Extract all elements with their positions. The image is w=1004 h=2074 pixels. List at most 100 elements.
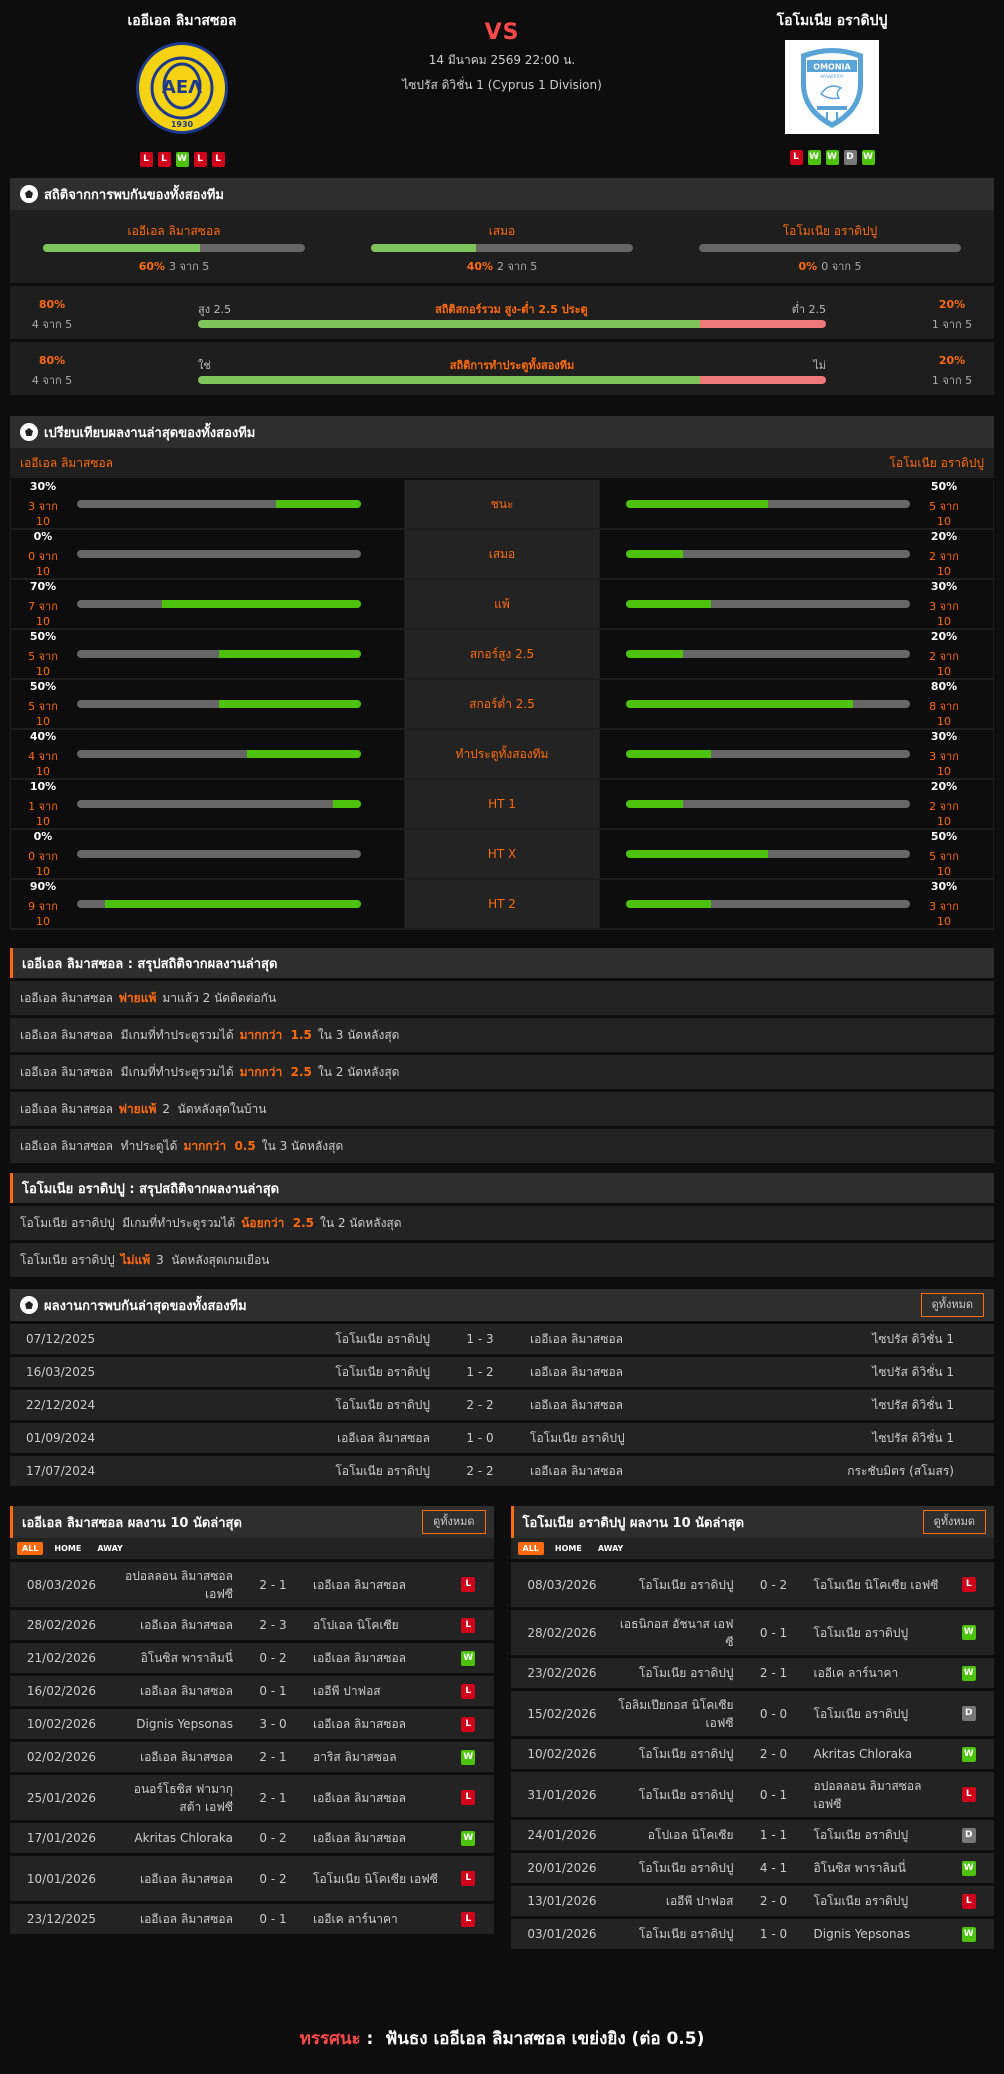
home-pct: 40% bbox=[29, 730, 57, 743]
home-pct: 50% bbox=[29, 680, 57, 693]
btts-no-pct: 20% bbox=[938, 354, 966, 367]
match-row[interactable]: 02/02/2026 เออีเอล ลิมาสซอล 2 - 1 อาริส … bbox=[10, 1742, 494, 1772]
away-pct: 20% bbox=[930, 780, 958, 793]
home-pct: 30% bbox=[29, 480, 57, 493]
compare-row: 30% 3 จาก 10 ชนะ 50% 5 จาก 10 bbox=[10, 480, 994, 530]
under-pct: 20% bbox=[938, 298, 966, 311]
home-team-logo[interactable]: AEΛ 1930 bbox=[134, 40, 230, 136]
result-badge: W bbox=[961, 1860, 976, 1876]
match-row[interactable]: 25/01/2026 อนอร์โธซิส ฟามากุสต้า เอฟซี 2… bbox=[10, 1775, 494, 1820]
home-pct: 50% bbox=[29, 630, 57, 643]
score: 2 - 3 bbox=[259, 1618, 287, 1632]
summary-item: โอโมเนีย อราดิปปู มีเกมที่ทำประตูรวมได้ … bbox=[10, 1206, 994, 1240]
h2h-result-row[interactable]: 16/03/2025 โอโมเนีย อราดิปปู 1 - 2 เออีเ… bbox=[10, 1357, 994, 1387]
football-icon bbox=[20, 1296, 38, 1314]
h2h-result-row[interactable]: 01/09/2024 เออีเอล ลิมาสซอล 1 - 0 โอโมเน… bbox=[10, 1423, 994, 1453]
match-row[interactable]: 10/02/2026 Dignis Yepsonas 3 - 0 เออีเอล… bbox=[10, 1709, 494, 1739]
home-team: เออีเอล ลิมาสซอล bbox=[139, 1871, 233, 1886]
home-team: อิโนซิส พาราลิมนี่ bbox=[140, 1651, 233, 1665]
home-team: เออีพี ปาฟอส bbox=[665, 1894, 734, 1908]
away-progress-bar bbox=[626, 500, 910, 508]
filter-tabs: ALL HOME AWAY bbox=[510, 1538, 994, 1559]
under-count: 1 จาก 5 bbox=[931, 318, 973, 331]
form-badge: W bbox=[825, 150, 839, 165]
score: 0 - 2 bbox=[259, 1871, 287, 1886]
omonia-crest-icon: OMONIA ΑΡΑΔΙΠΠΟΥ bbox=[801, 48, 863, 128]
last10-container: เออีเอล ลิมาสซอล ผลงาน 10 นัดล่าสุด ดูทั… bbox=[10, 1506, 994, 1949]
match-row[interactable]: 24/01/2026 อโปเอล นิโคเซีย 1 - 1 โอโมเนี… bbox=[510, 1820, 994, 1850]
home-team: โอโมเนีย อราดิปปู bbox=[638, 1927, 734, 1941]
home-pct: 0% bbox=[33, 830, 53, 843]
form-badge: L bbox=[157, 152, 171, 167]
home-progress-bar bbox=[77, 700, 361, 708]
match-row[interactable]: 15/02/2026 โอลิมเปียกอส นิโคเซีย เอฟซี 0… bbox=[510, 1691, 994, 1736]
match-date: 23/12/2025 bbox=[26, 1912, 97, 1926]
away-summary-title: โอโมเนีย อราดิปปู : สรุปสถิติจากผลงานล่า… bbox=[10, 1173, 994, 1203]
h2h-result-row[interactable]: 17/07/2024 โอโมเนีย อราดิปปู 2 - 2 เออีเ… bbox=[10, 1456, 994, 1486]
away-pct: 30% bbox=[930, 880, 958, 893]
away-team-logo[interactable]: OMONIA ΑΡΑΔΙΠΠΟΥ bbox=[785, 40, 879, 134]
away-team: เออีเอล ลิมาสซอล bbox=[530, 1331, 624, 1346]
match-row[interactable]: 21/02/2026 อิโนซิส พาราลิมนี่ 0 - 2 เออี… bbox=[10, 1643, 494, 1673]
match-row[interactable]: 23/02/2026 โอโมเนีย อราดิปปู 2 - 1 เออีเ… bbox=[510, 1658, 994, 1688]
tab-home[interactable]: HOME bbox=[54, 1544, 82, 1553]
away-team-block: โอโมเนีย อราดิปปู OMONIA ΑΡΑΔΙΠΠΟΥ L W W… bbox=[732, 10, 932, 165]
away-team-name[interactable]: โอโมเนีย อราดิปปู bbox=[776, 13, 888, 29]
away-pct: 20% bbox=[930, 530, 958, 543]
tab-all[interactable]: ALL bbox=[17, 1542, 44, 1555]
match-row[interactable]: 20/01/2026 โอโมเนีย อราดิปปู 4 - 1 อิโนซ… bbox=[510, 1853, 994, 1883]
tab-away[interactable]: AWAY bbox=[597, 1544, 624, 1553]
away-count: 2 จาก 10 bbox=[929, 800, 959, 828]
match-row[interactable]: 10/02/2026 โอโมเนีย อราดิปปู 2 - 0 Akrit… bbox=[510, 1739, 994, 1769]
summary-highlight: มากกว่า 1.5 bbox=[239, 1027, 312, 1042]
form-badge: L bbox=[211, 152, 225, 167]
match-row[interactable]: 17/01/2026 Akritas Chloraka 0 - 2 เออีเอ… bbox=[10, 1823, 494, 1853]
away-progress-bar bbox=[626, 800, 910, 808]
away-team: เออีเอล ลิมาสซอล bbox=[313, 1651, 407, 1665]
view-all-button[interactable]: ดูทั้งหมด bbox=[922, 1510, 986, 1534]
score: 1 - 2 bbox=[466, 1365, 494, 1379]
match-row[interactable]: 13/01/2026 เออีพี ปาฟอส 2 - 0 โอโมเนีย อ… bbox=[510, 1886, 994, 1916]
match-row[interactable]: 08/03/2026 โอโมเนีย อราดิปปู 0 - 2 โอโมเ… bbox=[510, 1562, 994, 1607]
tab-home[interactable]: HOME bbox=[554, 1544, 582, 1553]
away-team: เออีเอล ลิมาสซอล bbox=[313, 1577, 407, 1592]
home-pct: 70% bbox=[29, 580, 57, 593]
match-row[interactable]: 16/02/2026 เออีเอล ลิมาสซอล 0 - 1 เออีพี… bbox=[10, 1676, 494, 1706]
match-row[interactable]: 28/02/2026 เอธนิกอส อัชนาส เอฟซี 0 - 1 โ… bbox=[510, 1610, 994, 1655]
home-count: 5 จาก 10 bbox=[28, 700, 58, 728]
h2h-draws: เสมอ 40% 2 จาก 5 bbox=[338, 222, 666, 273]
match-row[interactable]: 23/12/2025 เออีเอล ลิมาสซอล 0 - 1 เออีเค… bbox=[10, 1904, 494, 1934]
summary-text: ใน 3 นัดหลังสุด bbox=[261, 1138, 344, 1153]
away-team: โอโมเนีย อราดิปปู bbox=[813, 1706, 909, 1721]
compare-section: เปรียบเทียบผลงานล่าสุดของทั้งสองทีม เออี… bbox=[10, 416, 994, 930]
result-badge: L bbox=[461, 1716, 476, 1732]
tab-away[interactable]: AWAY bbox=[97, 1544, 123, 1553]
h2h-result-row[interactable]: 22/12/2024 โอโมเนีย อราดิปปู 2 - 2 เออีเ… bbox=[10, 1390, 994, 1420]
home-team: เอธนิกอส อัชนาส เอฟซี bbox=[619, 1616, 734, 1649]
home-team-name[interactable]: เออีเอล ลิมาสซอล bbox=[127, 13, 237, 29]
match-row[interactable]: 03/01/2026 โอโมเนีย อราดิปปู 1 - 0 Digni… bbox=[510, 1919, 994, 1949]
view-all-button[interactable]: ดูทั้งหมด bbox=[422, 1510, 486, 1534]
view-all-button[interactable]: ดูทั้งหมด bbox=[920, 1293, 984, 1317]
match-row[interactable]: 10/01/2026 เออีเอล ลิมาสซอล 0 - 2 โอโมเน… bbox=[10, 1856, 494, 1901]
match-date: 01/09/2024 bbox=[26, 1431, 96, 1445]
tab-all[interactable]: ALL bbox=[517, 1542, 544, 1555]
match-row[interactable]: 31/01/2026 โอโมเนีย อราดิปปู 0 - 1 อปอลล… bbox=[510, 1772, 994, 1817]
h2h-stats-section: สถิติจากการพบกันของทั้งสองทีม เออีเอล ลิ… bbox=[10, 178, 994, 398]
match-row[interactable]: 08/03/2026 อปอลลอน ลิมาสซอล เอฟซี 2 - 1 … bbox=[10, 1562, 494, 1607]
match-row[interactable]: 28/02/2026 เออีเอล ลิมาสซอล 2 - 3 อโปเอล… bbox=[10, 1610, 494, 1640]
away-team: เออีเอล ลิมาสซอล bbox=[530, 1463, 624, 1478]
away-team: โอโมเนีย นิโคเซีย เอฟซี bbox=[813, 1577, 939, 1592]
btts-bar bbox=[198, 376, 826, 384]
home-last10-section: เออีเอล ลิมาสซอล ผลงาน 10 นัดล่าสุด ดูทั… bbox=[10, 1506, 494, 1949]
score: 1 - 1 bbox=[759, 1828, 788, 1842]
summary-item: โอโมเนีย อราดิปปู ไม่แพ้ 3 นัดหลังสุดเกม… bbox=[10, 1243, 994, 1277]
summary-highlight: พ่ายแพ้ bbox=[119, 1101, 157, 1116]
home-progress-bar bbox=[77, 650, 361, 658]
summary-highlight: น้อยกว่า 2.5 bbox=[241, 1215, 314, 1230]
summary-text: ใน 2 นัดหลังสุด bbox=[319, 1215, 402, 1230]
h2h-result-row[interactable]: 07/12/2025 โอโมเนีย อราดิปปู 1 - 3 เออีเ… bbox=[10, 1324, 994, 1354]
verdict-text: ฟันธง เออีเอล ลิมาสซอล เขย่งยิง (ต่อ 0.5… bbox=[385, 2029, 705, 2049]
section-title: ผลงานการพบกันล่าสุดของทั้งสองทีม bbox=[44, 1298, 247, 1314]
football-icon bbox=[20, 423, 38, 441]
